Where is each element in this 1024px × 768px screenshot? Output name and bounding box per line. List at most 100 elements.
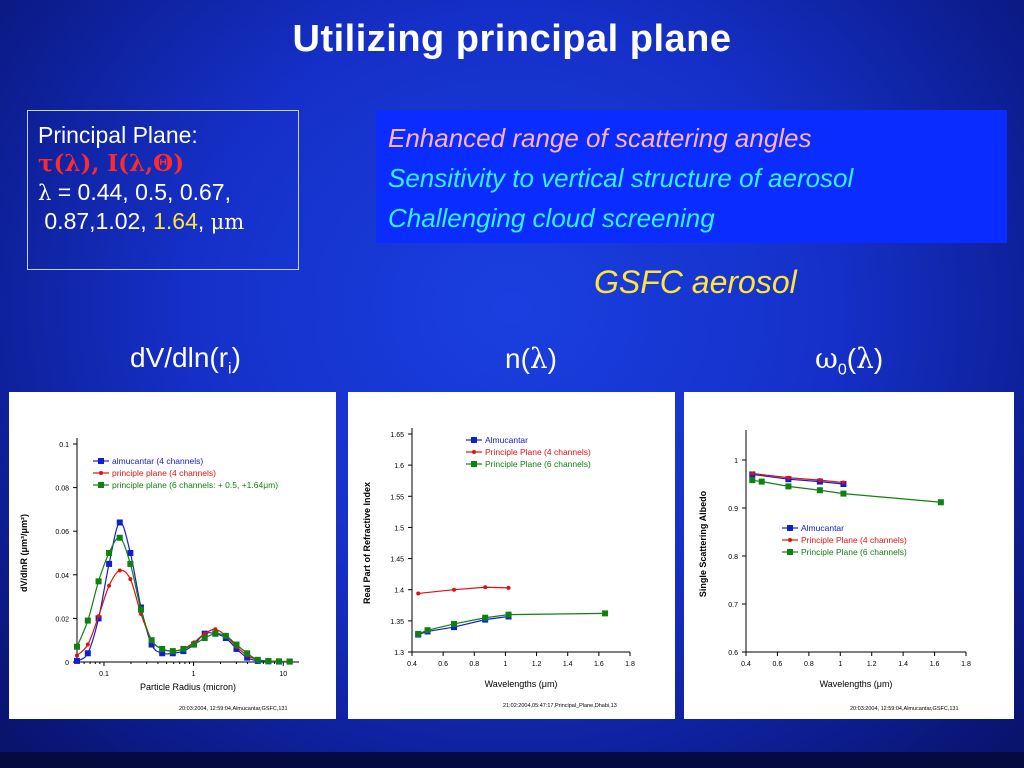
data-point: [202, 631, 207, 636]
y-tick-label: 0.08: [55, 486, 69, 493]
y-tick-label: 1.3: [394, 650, 404, 657]
legend-marker: [98, 482, 104, 488]
data-point: [107, 583, 112, 588]
pp-unit: μm: [210, 210, 245, 234]
chart-panel-refractive-index: 1.3 1.35 1.4 1.45 1.5 1.55 1.6 1.65 0.4 0.6 0.8 1 1.…: [348, 392, 675, 719]
y-tick-label: 0.7: [728, 602, 738, 609]
legend-label: Almucantar: [485, 435, 528, 445]
y-tick-label: 1.45: [390, 557, 404, 564]
data-point: [127, 550, 134, 556]
data-point: [127, 560, 134, 567]
data-point: [254, 656, 261, 663]
features-box: Enhanced range of scattering angles Sens…: [376, 110, 1007, 243]
principal-plane-box: Principal Plane: τ(λ), I(λ,Θ) λ = 0.44, …: [27, 110, 299, 270]
data-point: [95, 615, 102, 622]
legend-marker: [787, 549, 793, 555]
y-axis-label: dV/dlnR (μm³/μm²): [19, 514, 29, 592]
y-tick-label: 0.9: [728, 506, 738, 513]
x-tick-label: 1: [192, 671, 196, 678]
series-line: [418, 586, 509, 595]
x-tick-label: 1.8: [961, 661, 971, 668]
feature-line: Challenging cloud screening: [388, 203, 715, 233]
data-point: [483, 585, 488, 590]
data-point: [286, 658, 293, 665]
data-point: [816, 487, 823, 494]
data-point: [840, 490, 847, 497]
chart-size-distribution: 0 0.02 0.04 0.06 0.08 0.1 0.1 1 10 Particle Radiu…: [19, 438, 299, 712]
x-tick-label: 0.4: [741, 661, 751, 668]
y-tick-label: 0.6: [728, 650, 738, 657]
header-albedo: ω0(λ): [815, 342, 884, 379]
data-point: [222, 632, 229, 639]
y-axis-label: Single Scattering Albedo: [698, 490, 708, 597]
legend-label: Principle Plane (6 channels): [801, 547, 907, 557]
x-tick-label: 1.6: [930, 661, 940, 668]
series-line: [418, 615, 509, 636]
data-point: [758, 478, 765, 485]
data-point: [85, 642, 90, 647]
gsfc-label: GSFC aerosol: [594, 264, 797, 300]
x-axis-label: Particle Radius (micron): [140, 682, 236, 692]
pp-lambda-symbol: λ: [38, 181, 52, 205]
data-point: [148, 637, 155, 644]
data-point: [190, 641, 197, 648]
x-tick-label: 1: [503, 661, 507, 668]
data-point: [750, 471, 755, 476]
data-point: [841, 480, 846, 485]
data-point: [116, 519, 123, 526]
data-point: [937, 499, 944, 506]
legend-marker: [472, 450, 476, 454]
feature-line: Sensitivity to vertical structure of aer…: [388, 163, 854, 193]
x-tick-label: 1: [838, 661, 842, 668]
data-point: [233, 645, 240, 652]
data-point: [159, 645, 166, 652]
data-point: [451, 620, 458, 627]
data-point: [416, 591, 421, 596]
data-point: [424, 627, 431, 634]
y-tick-label: 1.65: [390, 432, 404, 439]
chart-panel-size-distribution: 0 0.02 0.04 0.06 0.08 0.1 0.1 1 10 Particle Radiu…: [9, 392, 336, 719]
bottom-bar: [0, 752, 1024, 768]
data-point: [116, 534, 123, 541]
series-line: [76, 536, 290, 663]
x-tick-label: 0.1: [99, 671, 109, 678]
series-line: [752, 473, 844, 485]
pp-params: τ(λ), I(λ,Θ): [38, 150, 185, 177]
data-point: [75, 653, 79, 658]
x-tick-label: 1.2: [532, 661, 542, 668]
y-tick-label: 1.4: [394, 588, 404, 595]
y-tick-label: 1: [734, 458, 738, 465]
legend-marker: [98, 458, 104, 464]
data-point: [84, 650, 91, 657]
data-point: [74, 643, 80, 650]
data-point: [785, 483, 792, 490]
data-point: [95, 578, 102, 585]
series-line: [752, 479, 941, 503]
legend-marker: [99, 471, 103, 475]
x-tick-label: 1.4: [563, 661, 573, 668]
legend-label: Principle Plane (4 channels): [801, 535, 907, 545]
x-tick-label: 1.4: [898, 661, 908, 668]
x-axis-label: Wavelengths (μm): [820, 679, 893, 689]
chart-refractive-index: 1.3 1.35 1.4 1.45 1.5 1.55 1.6 1.65 0.4 0.6 0.8 1 1.…: [362, 428, 635, 709]
data-point: [180, 645, 187, 652]
data-point: [74, 657, 80, 664]
series-line: [418, 612, 606, 635]
y-tick-label: 0.06: [55, 529, 69, 536]
y-tick-label: 0.04: [55, 573, 69, 580]
data-point: [817, 478, 822, 483]
data-point: [244, 650, 251, 657]
data-point: [786, 475, 791, 480]
data-point: [415, 630, 422, 637]
data-point: [148, 641, 155, 648]
y-tick-label: 1.5: [394, 525, 404, 532]
data-point: [233, 641, 240, 648]
x-tick-label: 0.4: [407, 661, 417, 668]
header-refractive-index: n(λ): [505, 342, 557, 375]
data-point: [482, 614, 489, 621]
pp-highlight-wavelength: 1.64: [153, 208, 198, 234]
pp-sep: ,: [197, 208, 211, 234]
pp-wavelengths-2: 0.87,1.02,: [38, 208, 154, 234]
footnote: 20:03:2004, 12:59:04,Almucantar,GSFC,131: [850, 706, 959, 712]
pp-wavelengths: = 0.44, 0.5, 0.67,: [51, 179, 231, 205]
